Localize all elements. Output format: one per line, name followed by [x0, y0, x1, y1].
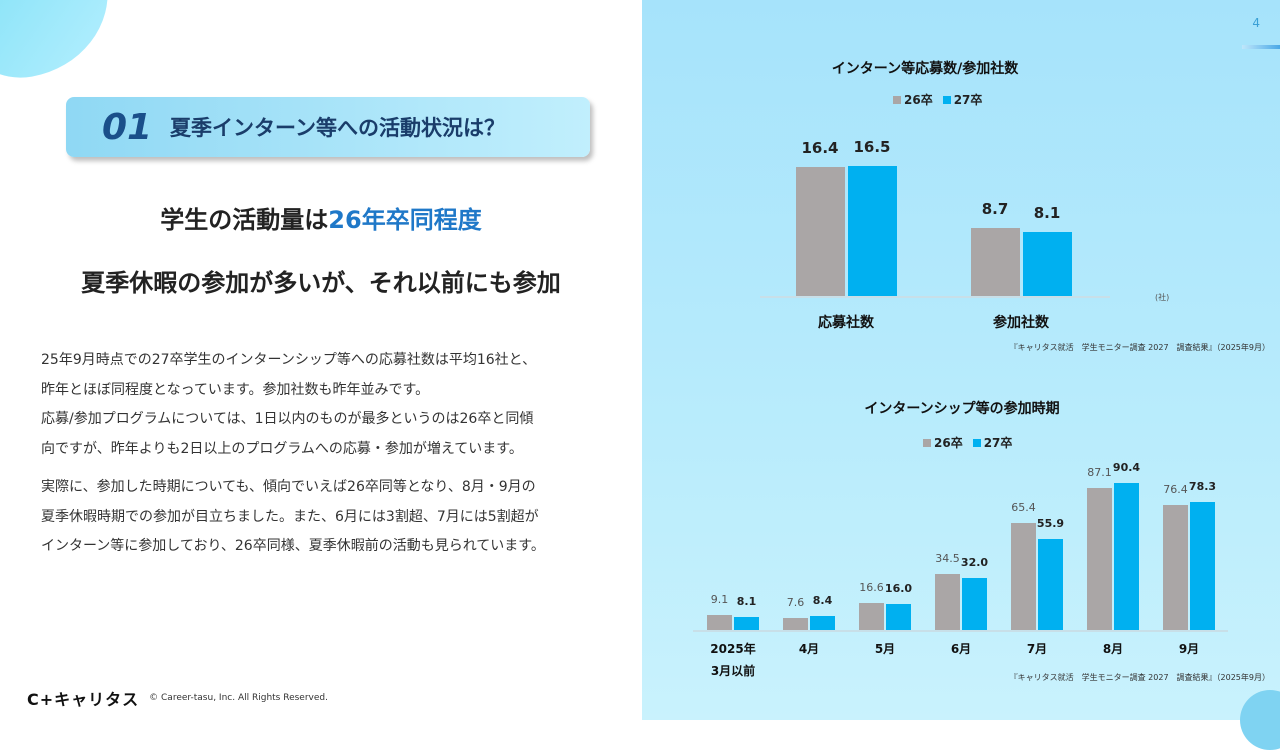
page-number: 4 — [1252, 16, 1260, 30]
legend-item: 27卒 — [972, 434, 1012, 451]
bar-26 — [935, 573, 960, 630]
bar-26 — [1087, 488, 1112, 630]
value-label: 16.0 — [884, 581, 913, 595]
text-line: 25年9月時点での27卒学生のインターンシップ等への応募社数は平均16社と、 — [41, 352, 537, 368]
chart-source: 『キャリタス就活 学生モニター調査 2027 調査結果』（2025年9月） — [1009, 343, 1270, 352]
bar-27 — [810, 616, 835, 630]
value-label: 78.3 — [1188, 480, 1217, 494]
text-line: 夏季休暇時期での参加が目立ちました。また、6月には3割超、7月には5割超が — [41, 508, 539, 525]
text-line: 応募/参加プログラムについては、1日以内のものが最多というのは26卒と同傾 — [41, 411, 534, 427]
value-label: 9.1 — [710, 593, 729, 607]
value-label: 16.4 — [801, 139, 839, 158]
bar-27 — [886, 603, 911, 630]
category-label: 2025年 3月以前 — [710, 642, 756, 678]
category-label: 7月 — [1026, 642, 1048, 656]
question-number: 01 — [102, 106, 153, 148]
value-label: 55.9 — [1036, 516, 1065, 530]
value-label: 8.1 — [1033, 204, 1061, 223]
x-axis — [693, 630, 1228, 632]
chart-title: インターン等応募数/参加社数 — [831, 61, 1019, 77]
decorative-blob — [1240, 690, 1280, 750]
bar-26 — [1011, 523, 1036, 630]
value-label: 8.4 — [812, 594, 833, 608]
unit-label: (社) — [1155, 293, 1170, 302]
value-label: 8.1 — [736, 594, 757, 608]
bar-27 — [847, 166, 897, 296]
headline-1-prefix: 学生の活動量は — [160, 206, 329, 234]
bar-27 — [1190, 502, 1215, 630]
bar-26 — [970, 227, 1020, 296]
category-label: 8月 — [1102, 642, 1124, 656]
value-label: 7.6 — [786, 595, 805, 609]
text-line: インターン等に参加しており、26卒同様、夏季休暇前の活動も見られています。 — [41, 538, 545, 554]
bar-27 — [1114, 482, 1139, 630]
value-label: 76.4 — [1163, 483, 1188, 497]
value-label: 32.0 — [960, 555, 989, 569]
value-label: 16.6 — [859, 580, 884, 594]
bar-26 — [783, 617, 808, 630]
paragraph-2: 実際に、参加した時期についても、傾向でいえば26卒同等となり、8月・9月の 夏季… — [41, 473, 545, 562]
copyright: © Career-tasu, Inc. All Rights Reserved. — [149, 693, 328, 703]
category-label: 参加社数 — [993, 315, 1049, 331]
chart-legend: 26卒 27卒 — [893, 91, 982, 108]
headline-1-highlight: 26年卒同程度 — [328, 206, 482, 234]
question-banner: 01 夏季インターン等への活動状況は？ — [66, 97, 590, 157]
value-label: 34.5 — [935, 551, 960, 565]
value-label: 8.7 — [981, 199, 1009, 218]
bar-26 — [795, 167, 845, 296]
text-line: 昨年とほぼ同程度となっています。参加社数も昨年並みです。 — [41, 381, 430, 398]
value-label: 90.4 — [1112, 460, 1141, 474]
company-logo: C+キャリタス — [27, 690, 140, 709]
bar-27 — [1022, 232, 1072, 296]
chart-legend: 26卒 27卒 — [923, 434, 1012, 451]
headline-2: 夏季休暇の参加が多いが、それ以前にも参加 — [81, 269, 561, 297]
legend-item: 27卒 — [942, 91, 982, 108]
question-text: 夏季インターン等への活動状況は？ — [170, 116, 505, 140]
category-label: 応募社数 — [818, 315, 874, 331]
bar-26 — [707, 615, 732, 630]
chart-title: インターンシップ等の参加時期 — [864, 401, 1060, 417]
decorative-blob — [0, 0, 121, 87]
legend-item: 26卒 — [893, 91, 933, 108]
bar-27 — [1038, 538, 1063, 630]
bar-27 — [734, 616, 759, 630]
chart-source: 『キャリタス就活 学生モニター調査 2027 調査結果』（2025年9月） — [1009, 673, 1270, 682]
category-label: 5月 — [874, 642, 896, 656]
category-label: 4月 — [798, 642, 820, 656]
bar-26 — [859, 602, 884, 630]
page-accent-bar — [1242, 45, 1280, 49]
value-label: 16.5 — [853, 138, 891, 157]
footer: C+キャリタス © Career-tasu, Inc. All Rights R… — [27, 686, 328, 710]
left-panel: 01 夏季インターン等への活動状況は？ 学生の活動量は26年卒同程度 夏季休暇の… — [0, 0, 642, 720]
x-axis — [760, 296, 1110, 298]
value-label: 65.4 — [1011, 501, 1036, 515]
legend-item: 26卒 — [923, 434, 963, 451]
category-label: 6月 — [950, 642, 972, 656]
bar-26 — [1163, 505, 1188, 630]
value-label: 87.1 — [1087, 466, 1112, 480]
category-label: 9月 — [1178, 642, 1200, 656]
text-line: 向ですが、昨年よりも2日以上のプログラムへの応募・参加が増えています。 — [41, 440, 523, 457]
bar-27 — [962, 577, 987, 630]
paragraph-1: 25年9月時点での27卒学生のインターンシップ等への応募社数は平均16社と、 昨… — [41, 346, 536, 464]
text-line: 実際に、参加した時期についても、傾向でいえば26卒同等となり、8月・9月の — [41, 479, 536, 495]
headline-1: 学生の活動量は26年卒同程度 — [0, 200, 642, 235]
